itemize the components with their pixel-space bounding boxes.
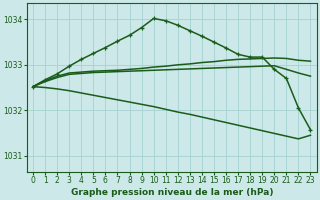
X-axis label: Graphe pression niveau de la mer (hPa): Graphe pression niveau de la mer (hPa) xyxy=(70,188,273,197)
